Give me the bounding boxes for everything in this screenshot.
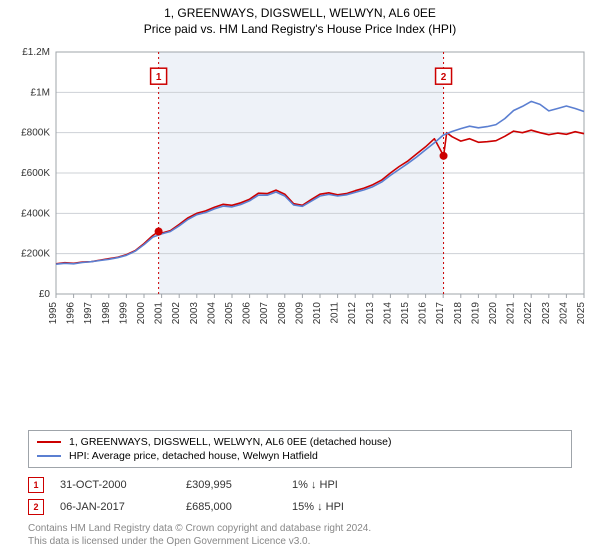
svg-text:2001: 2001 [154, 302, 165, 325]
sale-event-row: 2 06-JAN-2017 £685,000 15% ↓ HPI [28, 496, 572, 518]
svg-text:2019: 2019 [470, 302, 481, 325]
event-date: 06-JAN-2017 [60, 501, 170, 513]
svg-text:2003: 2003 [189, 302, 200, 325]
svg-text:2021: 2021 [506, 302, 517, 325]
svg-text:1997: 1997 [83, 302, 94, 325]
event-delta: 1% ↓ HPI [292, 479, 412, 491]
svg-text:2000: 2000 [136, 302, 147, 325]
svg-text:£400K: £400K [21, 208, 50, 219]
svg-text:2002: 2002 [171, 302, 182, 325]
event-date: 31-OCT-2000 [60, 479, 170, 491]
svg-text:2015: 2015 [400, 302, 411, 325]
svg-text:2011: 2011 [330, 302, 341, 324]
svg-text:1998: 1998 [101, 302, 112, 325]
svg-text:2016: 2016 [418, 302, 429, 325]
legend-item: 1, GREENWAYS, DIGSWELL, WELWYN, AL6 0EE … [37, 435, 563, 449]
svg-text:2010: 2010 [312, 302, 323, 325]
legend-label: 1, GREENWAYS, DIGSWELL, WELWYN, AL6 0EE … [69, 436, 392, 448]
chart-title-address: 1, GREENWAYS, DIGSWELL, WELWYN, AL6 0EE [0, 0, 600, 20]
svg-text:£1M: £1M [31, 87, 50, 98]
event-price: £309,995 [186, 479, 276, 491]
svg-text:£1.2M: £1.2M [22, 47, 50, 58]
event-marker: 1 [28, 477, 44, 493]
svg-text:2023: 2023 [541, 302, 552, 325]
legend: 1, GREENWAYS, DIGSWELL, WELWYN, AL6 0EE … [28, 430, 572, 468]
svg-text:2008: 2008 [277, 302, 288, 325]
svg-text:£600K: £600K [21, 168, 50, 179]
svg-text:1996: 1996 [66, 302, 77, 325]
legend-swatch [37, 441, 61, 443]
sale-event-row: 1 31-OCT-2000 £309,995 1% ↓ HPI [28, 474, 572, 496]
svg-text:2018: 2018 [453, 302, 464, 325]
svg-text:2024: 2024 [558, 302, 569, 325]
svg-text:2: 2 [441, 72, 447, 83]
svg-text:2009: 2009 [294, 302, 305, 325]
svg-text:2013: 2013 [365, 302, 376, 325]
svg-text:£800K: £800K [21, 128, 50, 139]
legend-label: HPI: Average price, detached house, Welw… [69, 450, 318, 462]
svg-text:2005: 2005 [224, 302, 235, 325]
svg-text:2025: 2025 [576, 302, 587, 325]
sale-events-table: 1 31-OCT-2000 £309,995 1% ↓ HPI 2 06-JAN… [28, 474, 572, 518]
footer-line: This data is licensed under the Open Gov… [28, 535, 572, 548]
svg-text:2007: 2007 [259, 302, 270, 325]
event-price: £685,000 [186, 501, 276, 513]
svg-text:£0: £0 [39, 289, 51, 300]
svg-text:£200K: £200K [21, 249, 50, 260]
attribution-footer: Contains HM Land Registry data © Crown c… [28, 522, 572, 548]
event-delta: 15% ↓ HPI [292, 501, 412, 513]
event-marker: 2 [28, 499, 44, 515]
svg-text:2012: 2012 [347, 302, 358, 325]
svg-text:1999: 1999 [118, 302, 129, 325]
svg-text:2004: 2004 [206, 302, 217, 325]
svg-text:2014: 2014 [382, 302, 393, 325]
legend-item: HPI: Average price, detached house, Welw… [37, 449, 563, 463]
svg-text:2017: 2017 [435, 302, 446, 325]
price-chart: £0 £200K £400K £600K £800K £1M £1.2M 1 2 1995 1996… [8, 44, 592, 364]
footer-line: Contains HM Land Registry data © Crown c… [28, 522, 572, 535]
svg-text:1: 1 [156, 72, 162, 83]
chart-title-subtitle: Price paid vs. HM Land Registry's House … [0, 20, 600, 40]
legend-swatch [37, 455, 61, 457]
svg-text:1995: 1995 [48, 302, 59, 325]
svg-text:2006: 2006 [242, 302, 253, 325]
svg-text:2020: 2020 [488, 302, 499, 325]
svg-text:2022: 2022 [523, 302, 534, 325]
